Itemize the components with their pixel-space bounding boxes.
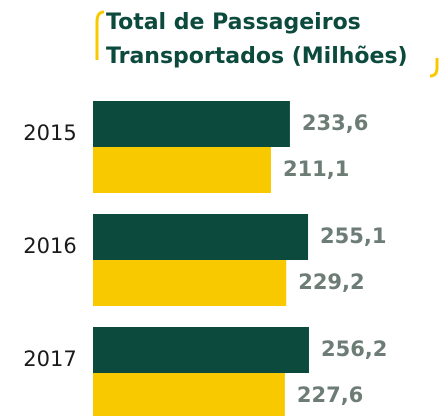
- title-bracket-right: [429, 58, 439, 78]
- chart-title: Total de Passageiros Transportados (Milh…: [106, 10, 408, 69]
- value-label: 233,6: [302, 111, 368, 135]
- title-bracket-left: [95, 10, 105, 60]
- bar: [93, 214, 309, 260]
- bar: [93, 327, 309, 373]
- category-label: 2015: [23, 121, 76, 145]
- bar: [93, 101, 290, 147]
- bar: [93, 147, 271, 193]
- category-label: 2016: [23, 234, 76, 258]
- value-label: 255,1: [320, 224, 386, 248]
- value-label: 227,6: [297, 383, 363, 407]
- category-label: 2017: [23, 347, 76, 371]
- value-label: 211,1: [283, 157, 349, 181]
- value-label: 256,2: [321, 337, 387, 361]
- value-label: 229,2: [298, 270, 364, 294]
- bar: [93, 373, 285, 416]
- bar: [93, 260, 287, 306]
